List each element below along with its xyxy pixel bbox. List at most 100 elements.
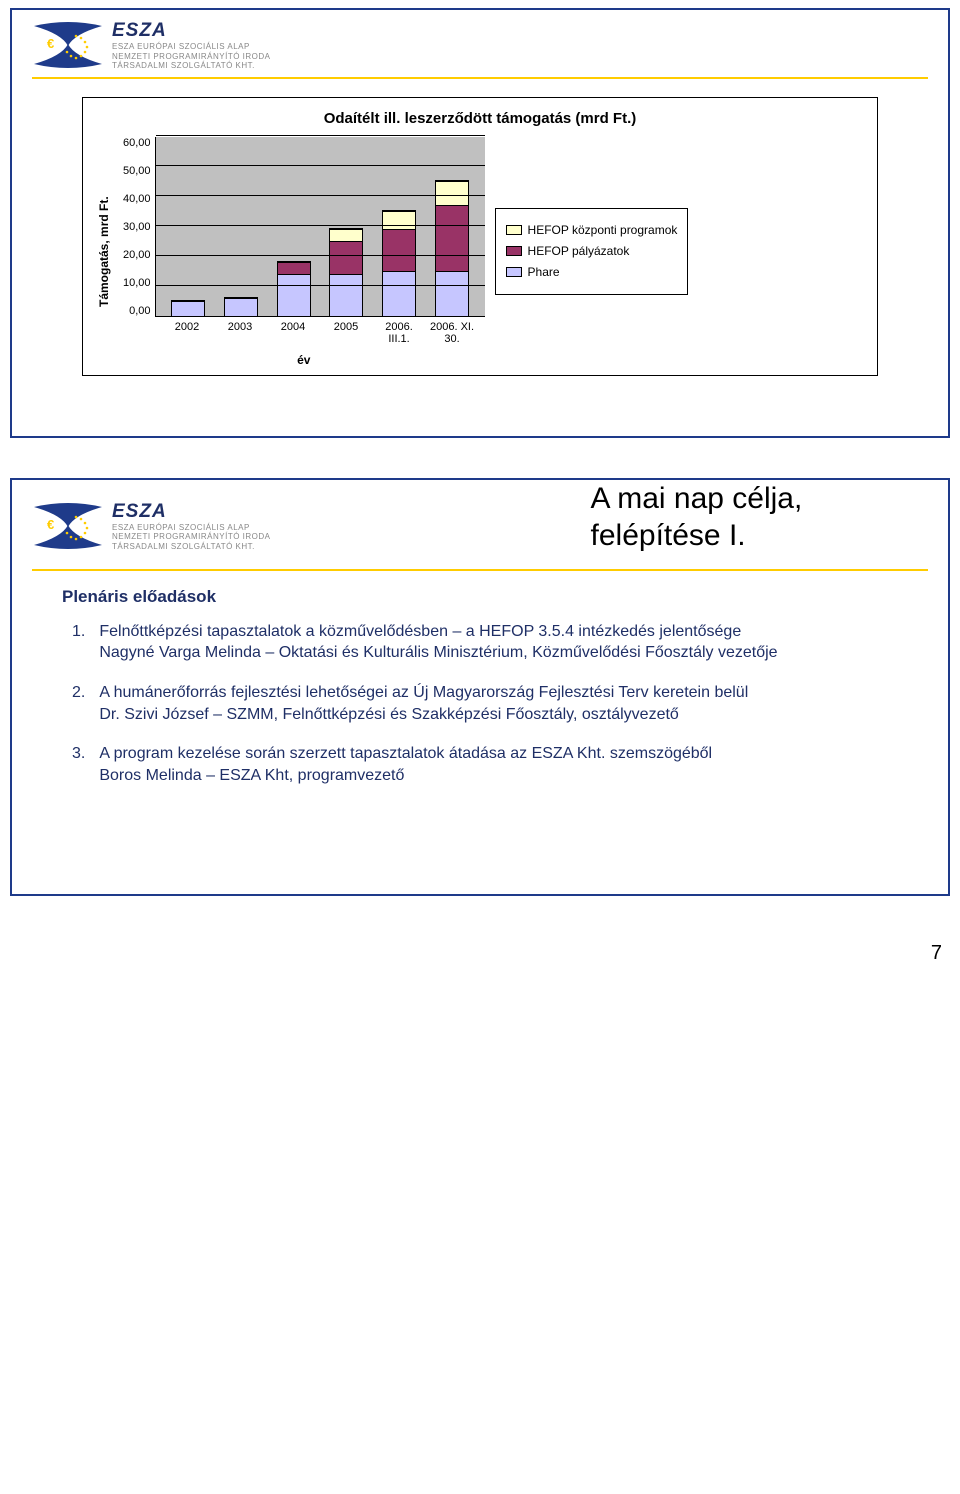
numbered-list: 1. Felnőttképzési tapasztalatok a közműve… bbox=[62, 621, 908, 787]
list-item-sub: Boros Melinda – ESZA Kht, programvezető bbox=[99, 765, 712, 787]
list-item-body: Felnőttképzési tapasztalatok a közművelő… bbox=[99, 621, 777, 664]
list-item-body: A humánerőforrás fejlesztési lehetőségei… bbox=[99, 682, 748, 725]
section-heading: Plenáris előadások bbox=[62, 587, 908, 607]
chart-xticks: 20022003200420052006. III.1.2006. XI. 30… bbox=[155, 317, 485, 345]
brand-subtitle-0: ESZA EURÓPAI SZOCIÁLIS ALAP bbox=[112, 42, 271, 52]
chart-plot-column: 0,0010,0020,0030,0040,0050,0060,00 20022… bbox=[123, 137, 485, 367]
ytick-label: 60,00 bbox=[123, 137, 151, 149]
list-item-body: A program kezelése során szerzett tapasz… bbox=[99, 743, 712, 786]
chart-yticks: 0,00 10,00 20,00 30,00 40,00 50,00 60,00 bbox=[123, 137, 155, 317]
gridline bbox=[156, 135, 485, 136]
svg-text:€: € bbox=[47, 36, 54, 51]
xtick-label: 2005 bbox=[322, 321, 370, 345]
ytick-label: 30,00 bbox=[123, 221, 151, 233]
gridline bbox=[156, 165, 485, 166]
brand-logo-2: € ESZA ESZA EURÓPAI SZOCIÁLIS ALAP NEMZE… bbox=[32, 501, 271, 552]
slide-1-header: € ESZA ESZA EURÓPAI SZOCIÁLIS ALAP NEMZE… bbox=[12, 10, 948, 71]
slide-1: € ESZA ESZA EURÓPAI SZOCIÁLIS ALAP NEMZE… bbox=[10, 8, 950, 438]
bar-segment bbox=[172, 301, 204, 316]
list-item-number: 2. bbox=[72, 682, 85, 725]
list-item-main: A program kezelése során szerzett tapasz… bbox=[99, 745, 712, 762]
legend-item: HEFOP központi programok bbox=[506, 223, 678, 238]
bar-segment bbox=[383, 229, 415, 271]
brand-subtitle-2: TÁRSADALMI SZOLGÁLTATÓ KHT. bbox=[112, 61, 271, 71]
bar-segment bbox=[278, 262, 310, 274]
list-item: 3. A program kezelése során szerzett tapa… bbox=[72, 743, 908, 786]
bar-segment bbox=[278, 274, 310, 316]
legend-swatch bbox=[506, 267, 522, 277]
ytick-label: 0,00 bbox=[123, 305, 151, 317]
brand-text-2: ESZA ESZA EURÓPAI SZOCIÁLIS ALAP NEMZETI… bbox=[112, 501, 271, 552]
bar bbox=[435, 180, 469, 316]
brand-text: ESZA ESZA EURÓPAI SZOCIÁLIS ALAP NEMZETI… bbox=[112, 20, 271, 71]
chart-frame: Odaítélt ill. leszerződött támogatás (mr… bbox=[82, 97, 878, 376]
bar-segment bbox=[436, 271, 468, 316]
gridline bbox=[156, 225, 485, 226]
list-item-number: 3. bbox=[72, 743, 85, 786]
brand-subtitle-1: NEMZETI PROGRAMIRÁNYÍTÓ IRODA bbox=[112, 52, 271, 62]
bar-segment bbox=[436, 181, 468, 205]
list-item-sub: Dr. Szivi József – SZMM, Felnőttképzési … bbox=[99, 704, 748, 726]
bar-segment bbox=[330, 229, 362, 241]
page-number: 7 bbox=[0, 936, 960, 975]
chart-plot-area bbox=[155, 137, 485, 317]
slide-2-title-line2: felépítése I. bbox=[591, 519, 746, 552]
legend-label: HEFOP pályázatok bbox=[528, 244, 630, 259]
gridline bbox=[156, 255, 485, 256]
bar bbox=[277, 261, 311, 316]
ytick-label: 10,00 bbox=[123, 277, 151, 289]
bar bbox=[224, 297, 258, 316]
chart-ylabel: Támogatás, mrd Ft. bbox=[95, 137, 113, 367]
esza-logo-icon: € bbox=[32, 20, 104, 70]
bar-segment bbox=[383, 211, 415, 229]
chart-title: Odaítélt ill. leszerződött támogatás (mr… bbox=[95, 110, 865, 127]
chart-legend: HEFOP központi programok HEFOP pályázatok… bbox=[495, 208, 689, 295]
slide-2-title: A mai nap célja, felépítése I. bbox=[591, 480, 803, 555]
bar-segment bbox=[383, 271, 415, 316]
legend-swatch bbox=[506, 246, 522, 256]
slide-2-body: Plenáris előadások 1. Felnőttképzési tapa… bbox=[12, 571, 948, 895]
brand-subtitle-1b: NEMZETI PROGRAMIRÁNYÍTÓ IRODA bbox=[112, 532, 271, 542]
legend-item: Phare bbox=[506, 265, 678, 280]
legend-label: Phare bbox=[528, 265, 560, 280]
legend-item: HEFOP pályázatok bbox=[506, 244, 678, 259]
legend-label: HEFOP központi programok bbox=[528, 223, 678, 238]
brand-name-2: ESZA bbox=[112, 501, 271, 523]
xtick-label: 2003 bbox=[216, 321, 264, 345]
slide-2-title-line1: A mai nap célja, bbox=[591, 482, 803, 515]
svg-text:€: € bbox=[47, 517, 54, 532]
legend-swatch bbox=[506, 225, 522, 235]
xtick-label: 2006. XI. 30. bbox=[428, 321, 476, 345]
bar bbox=[329, 228, 363, 316]
list-item-sub: Nagyné Varga Melinda – Oktatási és Kultu… bbox=[99, 642, 777, 664]
list-item: 2. A humánerőforrás fejlesztési lehetőség… bbox=[72, 682, 908, 725]
xtick-label: 2006. III.1. bbox=[375, 321, 423, 345]
chart-body: Támogatás, mrd Ft. 0,00 10,00 20,00 30,00 40… bbox=[95, 137, 865, 367]
slide-2: € ESZA ESZA EURÓPAI SZOCIÁLIS ALAP NEMZE… bbox=[10, 478, 950, 897]
gridline bbox=[156, 195, 485, 196]
chart-bars bbox=[156, 137, 485, 316]
slide-2-header: € ESZA ESZA EURÓPAI SZOCIÁLIS ALAP NEMZE… bbox=[12, 480, 948, 563]
list-item-number: 1. bbox=[72, 621, 85, 664]
brand-name: ESZA bbox=[112, 20, 271, 42]
bar bbox=[171, 300, 205, 316]
brand-logo: € ESZA ESZA EURÓPAI SZOCIÁLIS ALAP NEMZE… bbox=[32, 20, 271, 71]
bar-segment bbox=[330, 241, 362, 274]
xtick-label: 2002 bbox=[163, 321, 211, 345]
list-item-main: Felnőttképzési tapasztalatok a közművelő… bbox=[99, 623, 741, 640]
chart-xlabel: év bbox=[123, 353, 485, 367]
list-item-main: A humánerőforrás fejlesztési lehetőségei… bbox=[99, 684, 748, 701]
ytick-label: 50,00 bbox=[123, 165, 151, 177]
esza-logo-icon: € bbox=[32, 501, 104, 551]
gridline bbox=[156, 285, 485, 286]
brand-subtitle-2b: TÁRSADALMI SZOLGÁLTATÓ KHT. bbox=[112, 542, 271, 552]
ytick-label: 40,00 bbox=[123, 193, 151, 205]
list-item: 1. Felnőttképzési tapasztalatok a közműve… bbox=[72, 621, 908, 664]
bar-segment bbox=[225, 298, 257, 316]
xtick-label: 2004 bbox=[269, 321, 317, 345]
bar-segment bbox=[436, 205, 468, 271]
chart-plot-row: 0,00 10,00 20,00 30,00 40,00 50,00 60,00 bbox=[123, 137, 485, 317]
bar-segment bbox=[330, 274, 362, 316]
brand-subtitle-0b: ESZA EURÓPAI SZOCIÁLIS ALAP bbox=[112, 523, 271, 533]
ytick-label: 20,00 bbox=[123, 249, 151, 261]
